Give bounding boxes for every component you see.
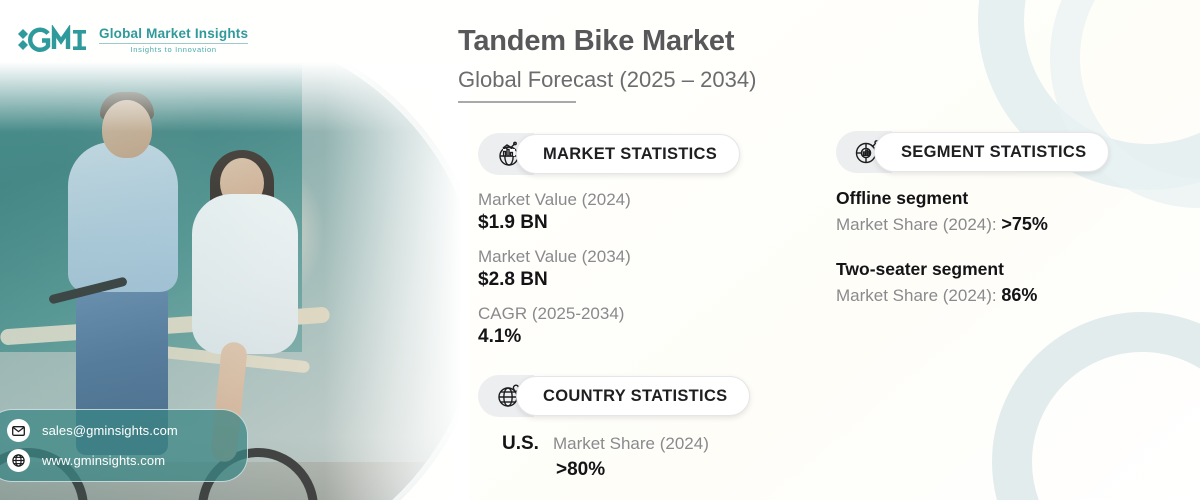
market-stat-value: $1.9 BN <box>478 212 548 234</box>
segment-share-label: Market Share (2024): <box>836 214 1002 234</box>
contact-website-row[interactable]: www.gminsights.com <box>7 449 235 472</box>
country-name: U.S. <box>502 433 539 454</box>
segment-title: Offline segment <box>836 188 969 208</box>
market-stat-item: Market Value (2034) $2.8 BN <box>478 246 740 292</box>
market-stat-item: Market Value (2024) $1.9 BN <box>478 189 740 235</box>
country-statistics-heading: COUNTRY STATISTICS <box>516 376 751 416</box>
globe-icon <box>7 449 30 472</box>
envelope-icon <box>7 419 30 442</box>
decorative-arc-bottom-right <box>992 312 1200 500</box>
country-statistics-header: COUNTRY STATISTICS <box>478 375 751 417</box>
market-statistics-block: MARKET STATISTICS Market Value (2024) $1… <box>478 133 741 360</box>
hero-photo-fade-right <box>324 62 470 500</box>
market-stat-label: Market Value (2034) <box>478 247 631 267</box>
market-stat-value: $2.8 BN <box>478 269 548 291</box>
title-underline <box>458 101 576 104</box>
segment-share-line: Market Share (2024): >75% <box>836 213 1109 236</box>
segment-statistics-heading: SEGMENT STATISTICS <box>874 132 1110 172</box>
segment-share-label: Market Share (2024): <box>836 285 1002 305</box>
page-subtitle: Global Forecast (2025 – 2034) <box>458 66 757 92</box>
segment-share-value: 86% <box>1001 284 1038 305</box>
segment-item: Offline segment Market Share (2024): >75… <box>836 187 1109 236</box>
market-stat-item: CAGR (2025-2034) 4.1% <box>478 303 740 349</box>
segment-share-line: Market Share (2024): 86% <box>836 284 1109 307</box>
contact-email-row[interactable]: sales@gminsights.com <box>7 419 235 442</box>
segment-title: Two-seater segment <box>836 259 1004 280</box>
hero-photo-fade-top <box>0 62 470 132</box>
market-stat-value: 4.1% <box>478 326 522 348</box>
brand-divider <box>99 43 249 44</box>
contact-website: www.gminsights.com <box>42 453 166 468</box>
country-share-value: >80% <box>556 459 606 480</box>
country-statistics-block: COUNTRY STATISTICS U.S. Market Share (20… <box>478 375 751 481</box>
brand-tagline: Insights to Innovation <box>130 45 217 54</box>
page-title: Tandem Bike Market <box>458 25 735 57</box>
market-stat-label: Market Value (2024) <box>478 190 631 209</box>
brand-logo[interactable]: Global Market Insights Insights to Innov… <box>14 25 249 55</box>
country-share-label: Market Share (2024) <box>552 434 709 453</box>
segment-item: Two-seater segment Market Share (2024): … <box>836 258 1109 307</box>
market-stat-label: CAGR (2025-2034) <box>478 304 625 324</box>
market-statistics-heading: MARKET STATISTICS <box>516 134 741 174</box>
segment-share-value: >75% <box>1001 213 1048 234</box>
segment-statistics-block: SEGMENT STATISTICS Offline segment Marke… <box>836 131 1110 329</box>
market-statistics-header: MARKET STATISTICS <box>478 133 741 175</box>
market-statistics-list: Market Value (2024) $1.9 BN Market Value… <box>478 189 740 349</box>
country-statistics-list: U.S. Market Share (2024) >80% <box>478 433 750 481</box>
contact-email: sales@gminsights.com <box>42 423 178 438</box>
contact-panel: sales@gminsights.com www.gminsights.com <box>0 409 248 482</box>
gmi-logo-icon <box>14 25 90 55</box>
segment-statistics-header: SEGMENT STATISTICS <box>836 131 1110 173</box>
title-block: Tandem Bike Market Global Forecast (2025… <box>458 25 757 104</box>
segment-statistics-list: Offline segment Market Share (2024): >75… <box>836 187 1109 307</box>
brand-name: Global Market Insights <box>99 25 249 41</box>
